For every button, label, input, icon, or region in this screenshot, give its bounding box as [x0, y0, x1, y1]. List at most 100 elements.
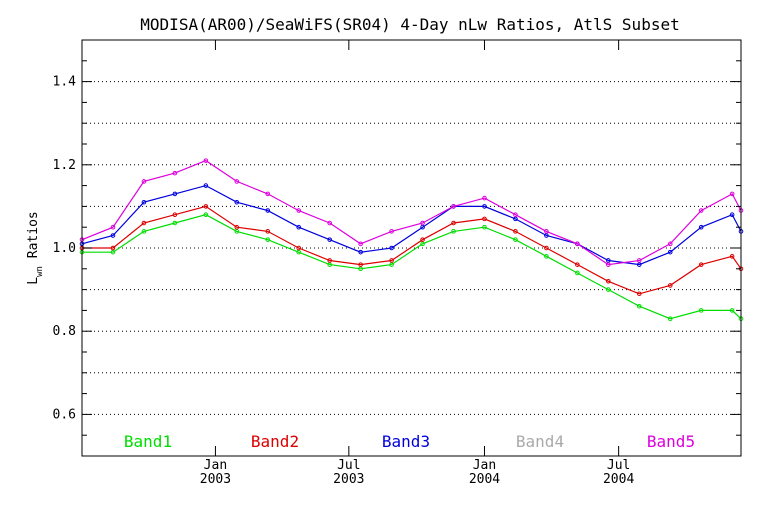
data-point-band2: [451, 220, 456, 226]
data-point-band5: [698, 208, 704, 213]
x-tick-label-year: 2003: [200, 472, 231, 487]
data-point-band5: [234, 179, 240, 184]
data-point-band1: [636, 303, 642, 309]
data-point-band1: [203, 212, 209, 218]
legend-item-band3: Band3: [382, 432, 430, 451]
x-tick-label-month: Jan: [204, 458, 227, 473]
data-point-band5: [141, 179, 147, 184]
x-tick-label-year: 2004: [469, 472, 500, 487]
data-point-band5: [327, 220, 332, 226]
data-point-band3: [110, 233, 116, 238]
series-lines: [79, 158, 744, 322]
data-point-band2: [544, 245, 549, 251]
data-point-band2: [203, 204, 209, 209]
data-point-band3: [172, 191, 178, 197]
legend-item-band1: Band1: [124, 432, 172, 451]
y-tick-label: 1.0: [53, 241, 76, 256]
y-tick-label: 0.6: [53, 407, 76, 422]
data-point-band1: [729, 308, 735, 313]
series-line-band5: [81, 159, 742, 266]
series-line-band2: [82, 205, 742, 295]
data-point-band1: [358, 266, 363, 272]
data-point-band1: [296, 249, 302, 255]
data-point-band1: [667, 316, 673, 322]
data-point-band5: [358, 241, 363, 247]
data-point-band2: [389, 258, 394, 263]
data-point-band3: [482, 204, 487, 209]
data-point-band1: [234, 229, 240, 234]
data-point-band2: [729, 254, 735, 259]
data-point-band3: [544, 233, 549, 238]
data-point-band5: [482, 195, 487, 201]
data-point-band1: [327, 262, 332, 267]
data-point-band1: [451, 229, 456, 234]
data-point-band1: [265, 237, 271, 242]
data-point-band2: [141, 220, 147, 226]
data-point-band3: [141, 199, 147, 205]
data-point-band5: [667, 241, 673, 247]
data-point-band3: [636, 262, 642, 267]
data-point-band3: [420, 224, 425, 230]
data-point-band3: [698, 224, 704, 230]
data-point-band3: [327, 237, 332, 242]
data-point-band1: [420, 241, 425, 247]
data-point-band2: [265, 229, 271, 234]
y-tick-label: 0.8: [53, 324, 76, 339]
data-point-band1: [513, 237, 518, 242]
data-point-band1: [172, 220, 178, 226]
data-point-band5: [420, 220, 425, 226]
data-point-band5: [110, 224, 116, 230]
legend-item-band2: Band2: [251, 432, 299, 451]
series-line-band3: [81, 184, 742, 266]
data-point-band5: [606, 262, 611, 267]
gridlines: [82, 81, 741, 415]
series-line-band1: [82, 214, 742, 320]
data-point-band2: [636, 291, 642, 297]
data-point-band2: [575, 262, 580, 267]
x-tick-label-month: Jul: [337, 458, 360, 473]
data-point-band1: [575, 270, 580, 276]
legend-item-band5: Band5: [647, 432, 695, 451]
y-axis-label: Lwn Ratios: [26, 211, 45, 284]
legend: Band1 Band2 Band3 Band4 Band5: [124, 432, 695, 451]
data-point-band1: [110, 249, 116, 255]
data-point-band2: [296, 245, 302, 251]
legend-item-band4: Band4: [516, 432, 564, 451]
data-point-band5: [172, 170, 178, 176]
data-point-band3: [606, 258, 611, 263]
data-point-band5: [296, 208, 302, 213]
data-point-band3: [729, 212, 735, 218]
data-point-band1: [698, 308, 704, 313]
data-point-band3: [203, 183, 209, 188]
data-point-band2: [420, 237, 425, 242]
data-point-band3: [296, 224, 302, 230]
data-point-band2: [110, 245, 116, 251]
data-point-band3: [667, 249, 673, 255]
chart-title: MODISA(AR00)/SeaWiFS(SR04) 4-Day nLw Rat…: [140, 15, 679, 34]
data-point-band5: [575, 241, 580, 247]
data-point-band5: [265, 191, 271, 197]
x-tick-label-year: 2004: [603, 472, 634, 487]
data-point-band3: [389, 245, 394, 251]
data-point-band1: [482, 224, 487, 230]
y-tick-label: 1.2: [53, 158, 76, 173]
data-point-band5: [729, 191, 735, 197]
data-point-band3: [358, 249, 363, 255]
data-point-band2: [667, 283, 673, 288]
x-tick-label-month: Jan: [473, 458, 496, 473]
data-point-band3: [513, 216, 518, 222]
data-point-band2: [698, 262, 704, 267]
data-point-band5: [636, 258, 642, 263]
data-point-band2: [234, 224, 240, 230]
x-tick-label-month: Jul: [607, 458, 630, 473]
data-point-band3: [234, 199, 240, 205]
data-point-band5: [389, 229, 394, 234]
x-tick-label-year: 2003: [333, 472, 364, 487]
data-point-band5: [203, 158, 209, 163]
data-point-band3: [265, 208, 271, 213]
y-tick-label: 1.4: [53, 75, 77, 90]
data-point-band5: [513, 212, 518, 218]
